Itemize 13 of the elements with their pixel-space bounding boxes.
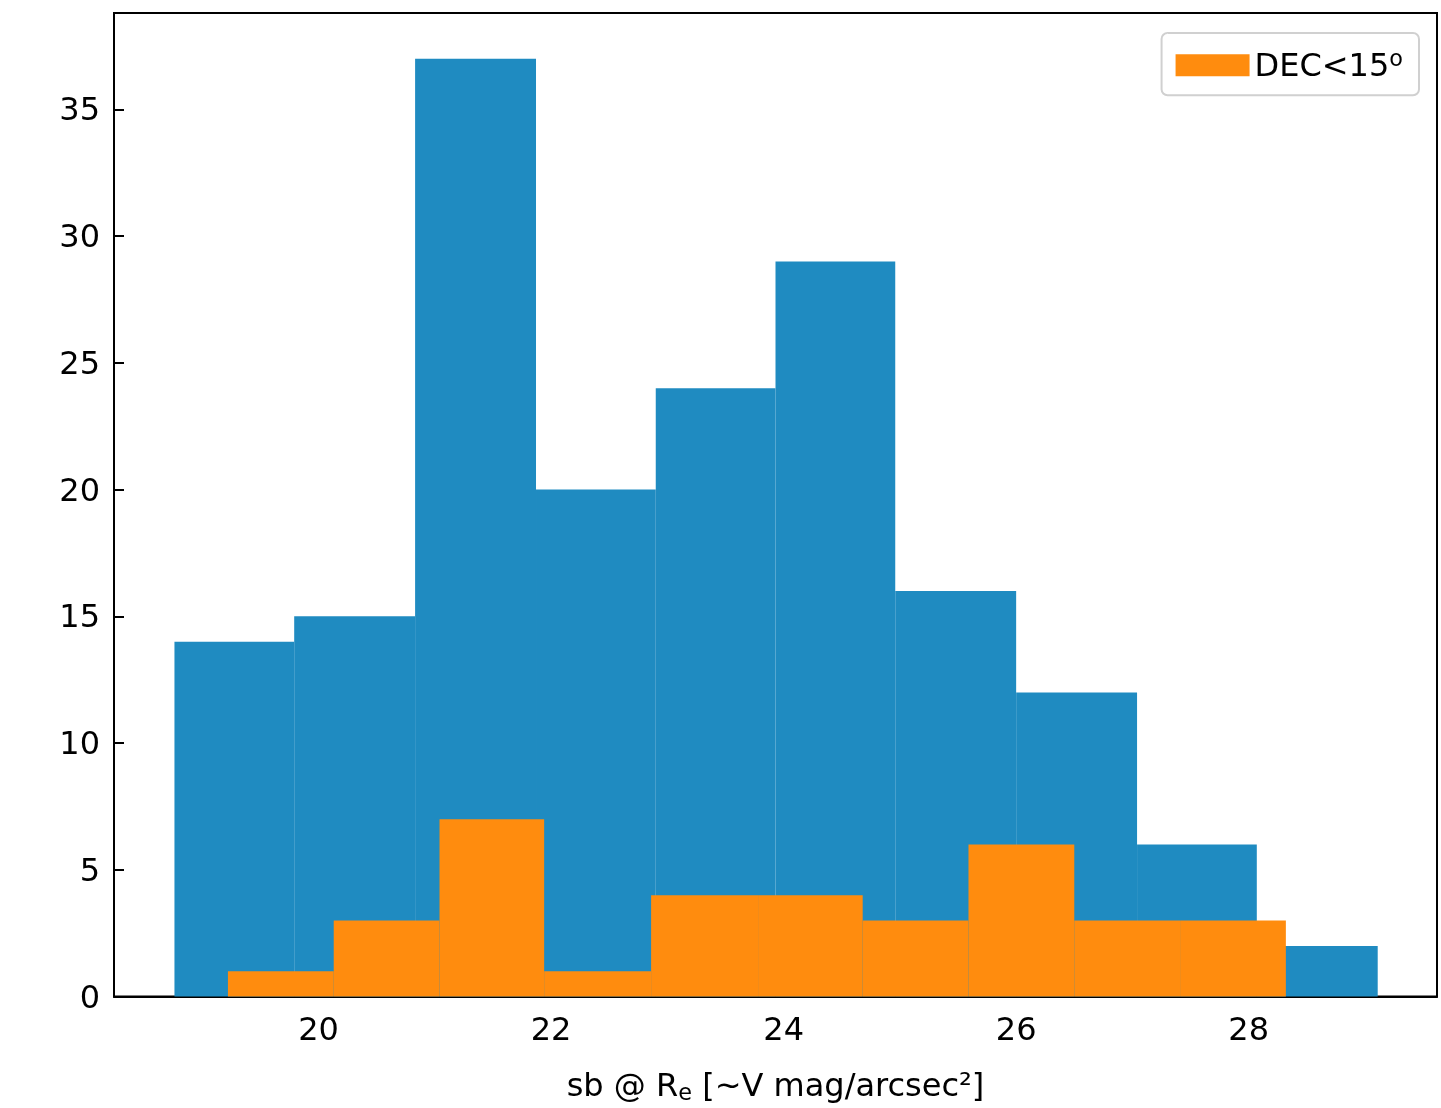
y-tick-label: 15: [59, 597, 100, 636]
y-tick-label: 0: [79, 977, 100, 1016]
y-tick-label: 5: [79, 850, 100, 889]
y-tick-label: 20: [59, 470, 100, 509]
x-tick-label: 26: [995, 1009, 1037, 1048]
y-tick-label: 10: [59, 724, 100, 763]
x-tick-label: 22: [530, 1009, 572, 1048]
x-tick-label: 28: [1228, 1009, 1270, 1048]
x-tick-label: 24: [763, 1009, 804, 1048]
y-tick-label: 30: [59, 217, 100, 256]
y-tick-label: 35: [59, 90, 100, 129]
x-tick-label: 20: [298, 1009, 339, 1048]
y-tick-label: 25: [59, 343, 100, 382]
